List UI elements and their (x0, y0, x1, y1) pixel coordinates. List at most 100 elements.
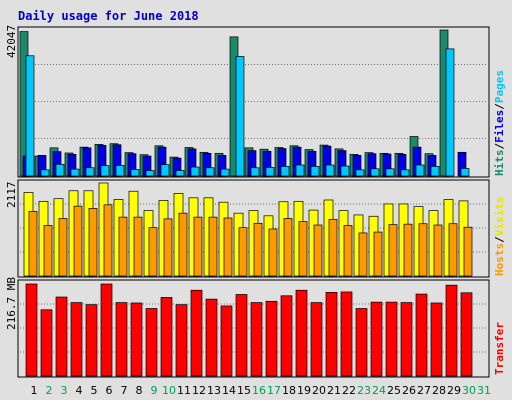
transfer-bar-24 (370, 301, 383, 377)
transfer-bar-20 (310, 302, 323, 377)
hosts-bar-9 (148, 227, 158, 277)
hosts-bar-1 (28, 211, 38, 277)
hits-panel: 42047 Hits/Files/Pages (5, 25, 506, 178)
transfer-bar-16 (250, 302, 263, 377)
hosts-bar-10 (163, 218, 173, 277)
hosts-bar-22 (343, 225, 353, 277)
pages-bar-15 (235, 56, 245, 177)
pages-bar-3 (55, 163, 65, 177)
side-label-hosts: Hosts (493, 243, 506, 276)
pages-bar-4 (70, 168, 80, 177)
day-labels: 1 2 3 4 5 6 7 8 9 10 11 12 13 14 15 16 17 18 19 20 21 22 23 24 2… (31, 384, 492, 397)
transfer-bar-2 (40, 309, 53, 377)
day-label-18: 18 (282, 384, 296, 397)
visits-side-label: Hosts/Visits (493, 197, 506, 277)
day-label-15: 15 (237, 384, 251, 397)
hosts-bar-26 (403, 223, 413, 277)
transfer-bar-21 (325, 292, 338, 377)
pages-bar-29 (445, 48, 455, 177)
hosts-bar-3 (58, 218, 68, 277)
transfer-bar-23 (355, 308, 368, 377)
hosts-bar-27 (418, 223, 428, 277)
pages-bar-12 (190, 166, 200, 177)
pages-bar-6 (100, 165, 110, 177)
transfer-bar-30 (460, 292, 473, 377)
hosts-bar-19 (298, 221, 308, 277)
day-label-14: 14 (222, 384, 236, 397)
day-label-31: 31 (477, 384, 491, 397)
hosts-bar-11 (178, 212, 188, 277)
transfer-bar-12 (190, 289, 203, 377)
pages-bar-2 (40, 169, 50, 177)
transfer-bar-27 (415, 293, 428, 377)
pages-bar-23 (355, 169, 365, 177)
side-label-slash-3: / (493, 236, 506, 243)
day-label-4: 4 (76, 384, 83, 397)
pages-bar-26 (400, 169, 410, 177)
chart-title: Daily usage for June 2018 (18, 9, 199, 23)
hits-side-label: Hits/Files/Pages (493, 70, 506, 176)
hosts-bar-4 (73, 205, 83, 277)
day-label-8: 8 (136, 384, 143, 397)
day-label-1: 1 (31, 384, 38, 397)
day-label-21: 21 (327, 384, 341, 397)
day-label-5: 5 (91, 384, 98, 397)
day-label-28: 28 (432, 384, 446, 397)
pages-bar-14 (220, 168, 230, 177)
transfer-bar-3 (55, 296, 68, 377)
day-label-10: 10 (162, 384, 176, 397)
pages-bar-10 (160, 164, 170, 177)
pages-bar-25 (385, 168, 395, 177)
transfer-bar-25 (385, 301, 398, 377)
hosts-bar-29 (448, 223, 458, 277)
hits-bars (19, 29, 470, 177)
transfer-bar-13 (205, 298, 218, 377)
side-label-visits: Visits (493, 197, 506, 237)
hosts-bar-6 (103, 204, 113, 277)
pages-bar-9 (145, 170, 155, 177)
pages-bar-8 (130, 169, 140, 177)
pages-bar-11 (175, 170, 185, 177)
day-label-30: 30 (462, 384, 476, 397)
hosts-bar-28 (433, 224, 443, 277)
transfer-bar-26 (400, 302, 413, 377)
hosts-bar-20 (313, 224, 323, 277)
transfer-bar-9 (145, 308, 158, 377)
side-label-pages: Pages (493, 70, 506, 103)
transfer-bar-17 (265, 300, 278, 377)
day-label-27: 27 (417, 384, 431, 397)
pages-bar-28 (430, 166, 440, 177)
hosts-bar-16 (253, 222, 263, 277)
pages-bar-16 (250, 167, 260, 177)
pages-bar-21 (325, 164, 335, 177)
hosts-bar-15 (238, 227, 248, 277)
transfer-bar-22 (340, 291, 353, 377)
transfer-bar-7 (115, 302, 128, 377)
transfer-bar-15 (235, 294, 248, 377)
hosts-bar-14 (223, 217, 233, 277)
transfer-bar-29 (445, 284, 458, 377)
day-label-7: 7 (121, 384, 128, 397)
day-label-22: 22 (342, 384, 356, 397)
hosts-bar-25 (388, 224, 398, 277)
hosts-bar-2 (43, 225, 53, 277)
side-label-transfer: Transfer (493, 322, 506, 375)
day-label-2: 2 (46, 384, 53, 397)
transfer-bar-19 (295, 289, 308, 377)
transfer-bar-4 (70, 302, 83, 377)
transfer-bar-10 (160, 297, 173, 377)
transfer-bar-11 (175, 304, 188, 377)
hosts-bar-7 (118, 216, 128, 277)
day-label-23: 23 (357, 384, 371, 397)
day-label-12: 12 (192, 384, 206, 397)
hits-max-label: 42047 (5, 25, 18, 58)
pages-bar-17 (265, 167, 275, 177)
visits-max-label: 2117 (5, 182, 18, 209)
pages-bar-20 (310, 166, 320, 177)
side-label-slash-2: / (493, 103, 506, 110)
day-label-24: 24 (372, 384, 386, 397)
transfer-bar-18 (280, 295, 293, 377)
transfer-bar-6 (100, 283, 113, 377)
transfer-bar-14 (220, 305, 233, 377)
